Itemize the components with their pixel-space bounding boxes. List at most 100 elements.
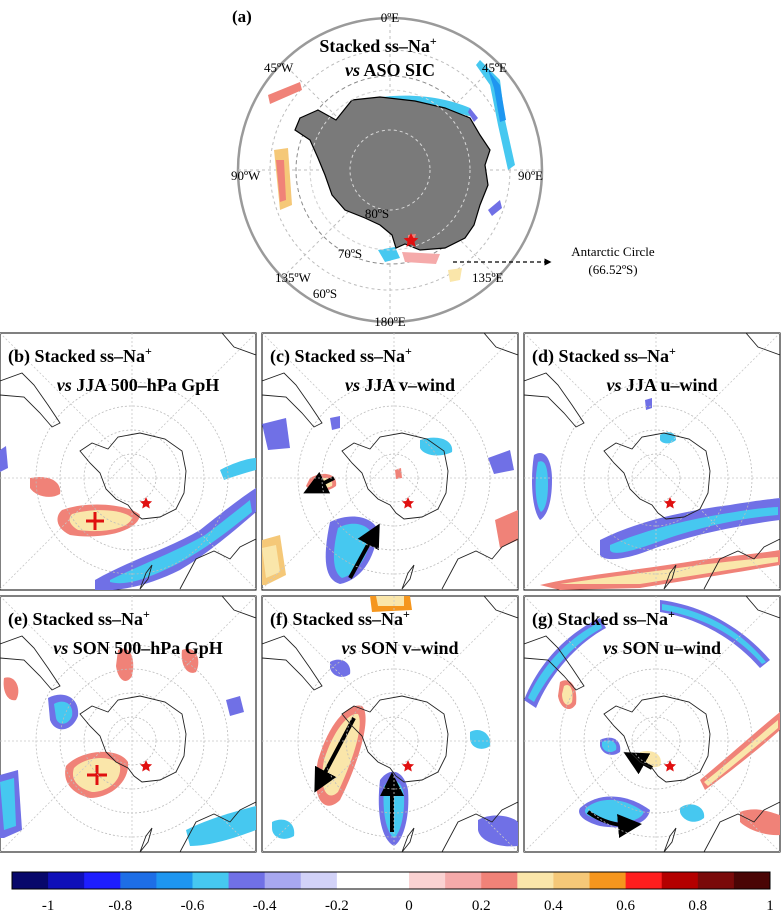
antarctic-circle-label: Antarctic Circle	[571, 244, 655, 259]
colorbar-swatch	[300, 872, 338, 889]
colorbar-tick-label: -0.2	[325, 898, 349, 914]
colorbar-tick-label: 0.4	[544, 898, 563, 914]
south-america-coast	[0, 635, 61, 691]
panel-e-basemap	[0, 596, 256, 852]
colorbar-tick-label: 0.6	[616, 898, 635, 914]
colorbar-swatch	[481, 872, 518, 889]
new-zealand-coast	[139, 564, 153, 590]
lon-label-45e: 45ºE	[482, 60, 507, 75]
panel-f-arrow-1	[314, 717, 356, 793]
colorbar-swatch	[733, 872, 771, 889]
australia-coast	[179, 801, 256, 852]
panel-a-map	[238, 18, 542, 322]
lon-label-0e: 0ºE	[381, 10, 400, 25]
south-america-coast	[262, 635, 323, 691]
new-zealand-coast	[401, 564, 415, 590]
antarctica-outline	[603, 432, 711, 520]
lon-label-135e: 135ºE	[472, 270, 504, 285]
colorbar-swatch	[264, 872, 302, 889]
colorbar-swatch	[517, 872, 554, 889]
colorbar-swatch	[12, 872, 49, 889]
panel-g-title-line2: vs SON u–wind	[603, 638, 721, 658]
colorbar-tick-label: 1	[766, 898, 774, 914]
colorbar: -1 -0.8 -0.6 -0.4 -0.2 0 0.2 0.4 0.6 0.8 1	[11, 871, 774, 914]
antarctic-circle-latitude: (66.52ºS)	[588, 262, 637, 277]
africa-coast	[483, 596, 518, 619]
panel-e-title-line1: (e) Stacked ss–Na+	[8, 607, 150, 630]
panel-f-title-line1: (f) Stacked ss–Na+	[270, 607, 410, 630]
panel-b-title-line1: (b) Stacked ss–Na+	[8, 344, 152, 367]
africa-coast	[483, 333, 518, 356]
lat-label-60s: 60ºS	[313, 286, 337, 301]
site-star	[663, 760, 677, 772]
site-star	[401, 497, 415, 509]
australia-coast	[441, 801, 518, 852]
south-america-coast	[524, 372, 585, 428]
panel-c-title-line1: (c) Stacked ss–Na+	[270, 344, 412, 367]
lon-label-90e: 90ºE	[518, 168, 543, 183]
africa-coast	[745, 333, 780, 356]
colorbar-swatch	[409, 872, 446, 889]
panel-a-letter: (a)	[232, 7, 252, 26]
colorbar-swatch	[120, 872, 157, 889]
australia-coast	[441, 538, 518, 590]
lon-label-135w: 135ºW	[275, 270, 312, 285]
panel-g-arrow-2	[586, 810, 642, 838]
panel-c-basemap	[262, 333, 518, 590]
colorbar-swatch	[661, 872, 699, 889]
south-america-coast	[262, 372, 323, 428]
colorbar-frame	[11, 871, 771, 890]
antarctica-landmass	[294, 96, 491, 251]
panel-b-basemap	[0, 333, 256, 590]
colorbar-swatch	[697, 872, 735, 889]
panel-titles: (b) Stacked ss–Na+ vs JJA 500–hPa GpH (c) …	[8, 344, 721, 658]
land-latitude-circles	[309, 89, 471, 251]
panel-b	[0, 332, 257, 591]
site-star	[139, 760, 153, 772]
colorbar-swatch	[48, 872, 85, 889]
panel-b-title-line2: vs JJA 500–hPa GpH	[57, 375, 220, 395]
panel-f-title-line2: vs SON v–wind	[341, 638, 458, 658]
new-zealand-coast	[139, 827, 153, 852]
colorbar-tick-label: -0.6	[181, 898, 205, 914]
panel-d-title-line1: (d) Stacked ss–Na+	[532, 344, 676, 367]
panel-f-basemap	[262, 596, 518, 852]
australia-coast	[703, 538, 780, 590]
colorbar-tick-label: -1	[42, 898, 55, 914]
colorbar-tick-label: 0.2	[472, 898, 491, 914]
antarctica-outline	[79, 432, 187, 520]
panel-d-title-line2: vs JJA u–wind	[606, 375, 717, 395]
lon-label-90w: 90ºW	[231, 168, 261, 183]
new-zealand-coast	[663, 827, 677, 852]
site-star	[401, 760, 415, 772]
australia-coast	[179, 538, 256, 590]
new-zealand-coast	[663, 564, 677, 590]
lon-label-45w: 45ºW	[264, 60, 294, 75]
panel-c-title-line2: vs JJA v–wind	[345, 375, 455, 395]
panel-g-basemap	[524, 596, 780, 852]
panel-a-title-line2: vs ASO SIC	[345, 60, 435, 80]
africa-coast	[745, 596, 780, 619]
antarctica-outline	[603, 695, 711, 783]
colorbar-swatch	[589, 872, 627, 889]
antarctica-outline	[79, 695, 187, 783]
lat-label-70s: 70ºS	[338, 246, 362, 261]
site-star	[139, 497, 153, 509]
colorbar-swatch	[84, 872, 121, 889]
panel-c-arrow-1	[303, 471, 335, 494]
panel-a: (a) 0ºE Stacked ss–Na+ vs ASO SIC 45ºW 4…	[231, 7, 655, 329]
africa-coast	[221, 333, 256, 356]
colorbar-swatch	[445, 872, 482, 889]
antarctica-outline	[341, 432, 449, 520]
colorbar-swatch	[156, 872, 193, 889]
colorbar-swatch	[372, 872, 410, 889]
colorbar-swatch	[228, 872, 266, 889]
panel-g-title-line1: (g) Stacked ss–Na+	[532, 607, 675, 630]
colorbar-tick-label: -0.4	[253, 898, 277, 914]
basemaps	[0, 333, 780, 852]
colorbar-swatch	[625, 872, 663, 889]
australia-coast	[703, 801, 780, 852]
colorbar-tick-label: 0.8	[688, 898, 707, 914]
colorbar-swatch	[336, 872, 374, 889]
